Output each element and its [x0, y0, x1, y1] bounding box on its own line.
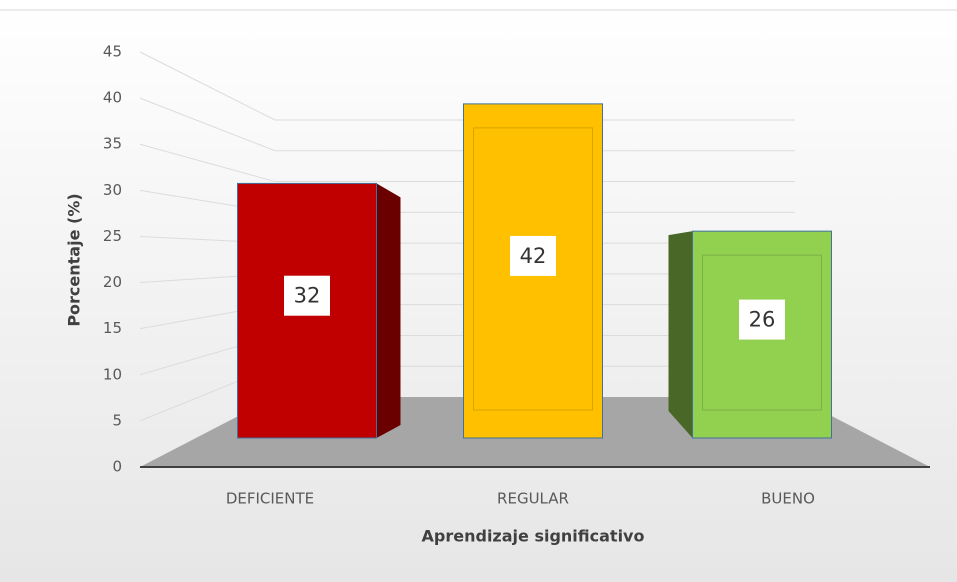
bar-inner	[702, 254, 822, 411]
data-label: 26	[749, 308, 776, 332]
y-tick-label: 15	[103, 319, 122, 337]
y-tick-label: 35	[103, 135, 122, 153]
data-label-box	[284, 275, 330, 316]
x-tick-label: BUENO	[761, 490, 815, 508]
y-tick-label: 25	[103, 227, 122, 245]
grid-line	[139, 51, 795, 121]
y-tick-label: 20	[103, 273, 122, 291]
y-tick-label: 40	[103, 89, 122, 107]
grid-line	[139, 143, 795, 183]
x-axis-title: Aprendizaje significativo	[422, 527, 645, 546]
x-tick-label: DEFICIENTE	[226, 490, 314, 508]
data-label: 32	[294, 284, 321, 308]
y-tick-label: 45	[103, 43, 122, 61]
data-label-box	[510, 235, 556, 276]
grid-line	[139, 97, 795, 152]
y-tick-label: 5	[112, 411, 122, 429]
y-tick-label: 10	[103, 365, 122, 383]
bar-side	[668, 231, 693, 438]
data-label: 42	[520, 244, 547, 268]
bar-side	[376, 183, 401, 438]
data-label-box	[739, 299, 785, 340]
y-tick-label: 30	[103, 181, 122, 199]
x-tick-label: REGULAR	[497, 490, 569, 508]
y-axis-title: Porcentaje (%)	[65, 193, 84, 326]
bar-inner	[473, 127, 593, 411]
y-tick-label: 0	[112, 458, 122, 476]
